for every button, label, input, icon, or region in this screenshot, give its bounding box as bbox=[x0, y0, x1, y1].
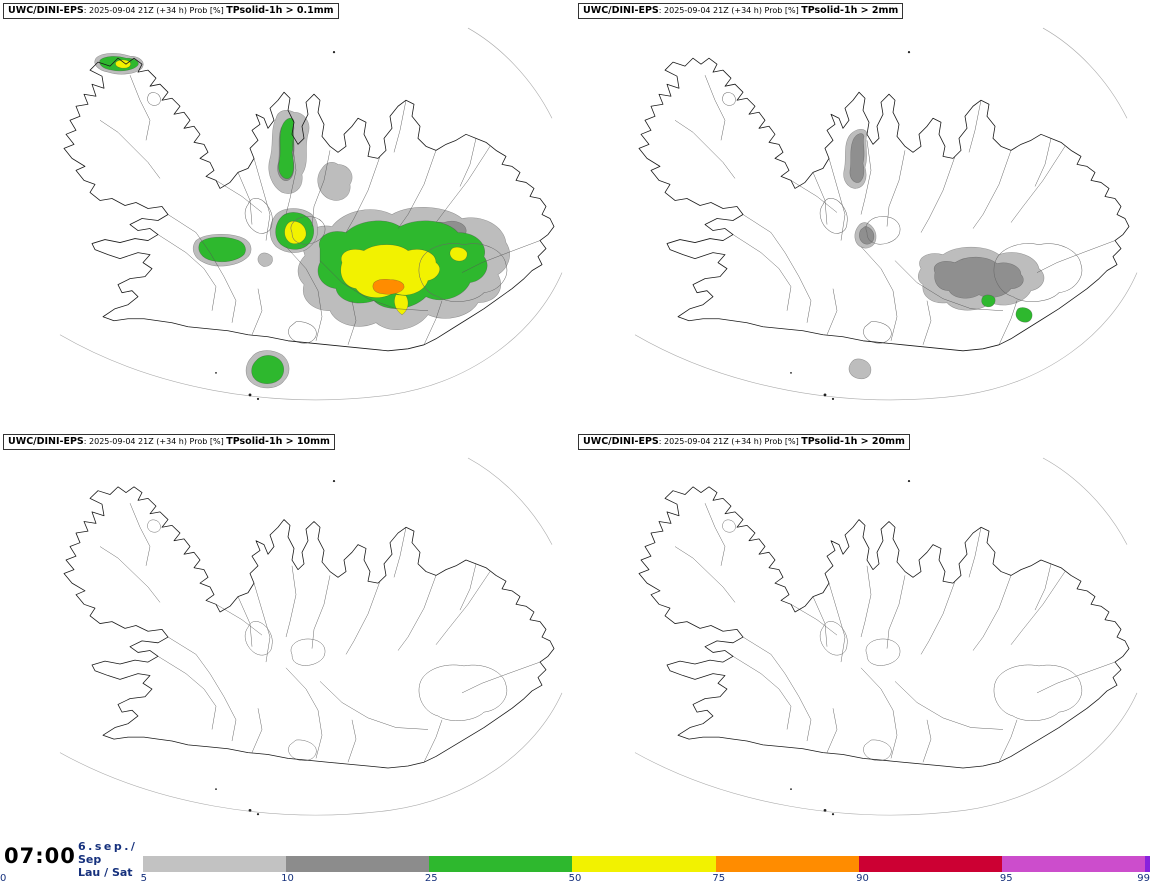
probability-regions bbox=[843, 129, 1045, 380]
param-threshold: TPsolid-1h > 20mm bbox=[801, 436, 905, 447]
probability-region bbox=[394, 294, 409, 316]
colorbar-segment-10 bbox=[286, 856, 430, 872]
colorbar-tick-95: 95 bbox=[999, 873, 1013, 884]
valid-date: 6.sep./ Sep Lau / Sat bbox=[78, 840, 137, 879]
colorbar-segment-50 bbox=[572, 856, 716, 872]
probability-region bbox=[449, 246, 468, 262]
colorbar-tick-5: 5 bbox=[140, 873, 147, 884]
iceland-map bbox=[59, 457, 563, 816]
panel-title: UWC/DINI-EPS: 2025-09-04 21Z (+34 h) Pro… bbox=[3, 3, 339, 19]
probability-region bbox=[284, 220, 307, 244]
model-name: UWC/DINI-EPS bbox=[8, 436, 84, 447]
probability-region bbox=[848, 358, 872, 380]
colorbar-tick-90: 90 bbox=[856, 873, 869, 884]
colorbar-ticks: 0 5 10 25 50 75 90 95 99 bbox=[0, 873, 1150, 888]
forecast-panel-prob-gt-20mm: UWC/DINI-EPS: 2025-09-04 21Z (+34 h) Pro… bbox=[575, 431, 1150, 845]
forecast-panel-prob-gt-10mm: UWC/DINI-EPS: 2025-09-04 21Z (+34 h) Pro… bbox=[0, 431, 575, 845]
probability-region bbox=[849, 133, 865, 183]
param-threshold: TPsolid-1h > 2mm bbox=[801, 5, 899, 16]
footer: 07:00 6.sep./ Sep Lau / Sat 0 5 10 25 50 75 90… bbox=[0, 840, 1150, 891]
run-info: : 2025-09-04 21Z (+34 h) Prob [%] bbox=[658, 6, 802, 15]
iceland-map bbox=[634, 457, 1138, 816]
run-info: : 2025-09-04 21Z (+34 h) Prob [%] bbox=[83, 437, 227, 446]
colorbar-segment-75 bbox=[715, 856, 859, 872]
valid-date-line1: 6.sep./ bbox=[78, 840, 138, 853]
probability-region bbox=[251, 355, 285, 384]
run-info: : 2025-09-04 21Z (+34 h) Prob [%] bbox=[83, 6, 227, 15]
probability-region bbox=[981, 294, 996, 308]
param-threshold: TPsolid-1h > 0.1mm bbox=[226, 5, 334, 16]
model-name: UWC/DINI-EPS bbox=[8, 5, 84, 16]
colorbar-tick-50: 50 bbox=[568, 873, 582, 884]
colorbar-segment-5 bbox=[143, 856, 287, 872]
panel-title: UWC/DINI-EPS: 2025-09-04 21Z (+34 h) Pro… bbox=[578, 3, 904, 19]
param-threshold: TPsolid-1h > 10mm bbox=[226, 436, 330, 447]
probability-region bbox=[933, 256, 1024, 299]
valid-date-line2: Sep bbox=[78, 853, 102, 866]
model-name: UWC/DINI-EPS bbox=[583, 436, 659, 447]
probability-region bbox=[340, 244, 440, 298]
colorbar-tick-25: 25 bbox=[424, 873, 438, 884]
probability-region bbox=[317, 162, 353, 201]
colorbar-tick-0: 0 bbox=[0, 873, 7, 884]
valid-time: 07:00 bbox=[4, 844, 76, 868]
panel-title: UWC/DINI-EPS: 2025-09-04 21Z (+34 h) Pro… bbox=[578, 434, 910, 450]
colorbar-segment-99 bbox=[1144, 856, 1150, 872]
iceland-map bbox=[634, 27, 1138, 401]
colorbar-tick-75: 75 bbox=[712, 873, 726, 884]
forecast-panel-prob-gt-2mm: UWC/DINI-EPS: 2025-09-04 21Z (+34 h) Pro… bbox=[575, 0, 1150, 431]
probability-region bbox=[859, 226, 875, 245]
valid-date-line3: Lau / Sat bbox=[78, 866, 133, 879]
probability-region bbox=[257, 252, 273, 267]
panel-title: UWC/DINI-EPS: 2025-09-04 21Z (+34 h) Pro… bbox=[3, 434, 335, 450]
colorbar-segment-25 bbox=[429, 856, 573, 872]
probability-region bbox=[372, 279, 405, 295]
colorbar bbox=[143, 856, 1150, 872]
iceland-map bbox=[59, 27, 563, 401]
probability-region bbox=[198, 236, 246, 263]
colorbar-segment-90 bbox=[858, 856, 1002, 872]
probability-regions bbox=[94, 53, 510, 389]
probability-region bbox=[1015, 307, 1033, 323]
colorbar-tick-10: 10 bbox=[281, 873, 294, 884]
forecast-panel-prob-gt-0p1mm: UWC/DINI-EPS: 2025-09-04 21Z (+34 h) Pro… bbox=[0, 0, 575, 431]
probability-region bbox=[115, 59, 131, 69]
colorbar-segment-95 bbox=[1001, 856, 1145, 872]
run-info: : 2025-09-04 21Z (+34 h) Prob [%] bbox=[658, 437, 802, 446]
model-name: UWC/DINI-EPS bbox=[583, 5, 659, 16]
colorbar-tick-99: 99 bbox=[1137, 873, 1150, 884]
